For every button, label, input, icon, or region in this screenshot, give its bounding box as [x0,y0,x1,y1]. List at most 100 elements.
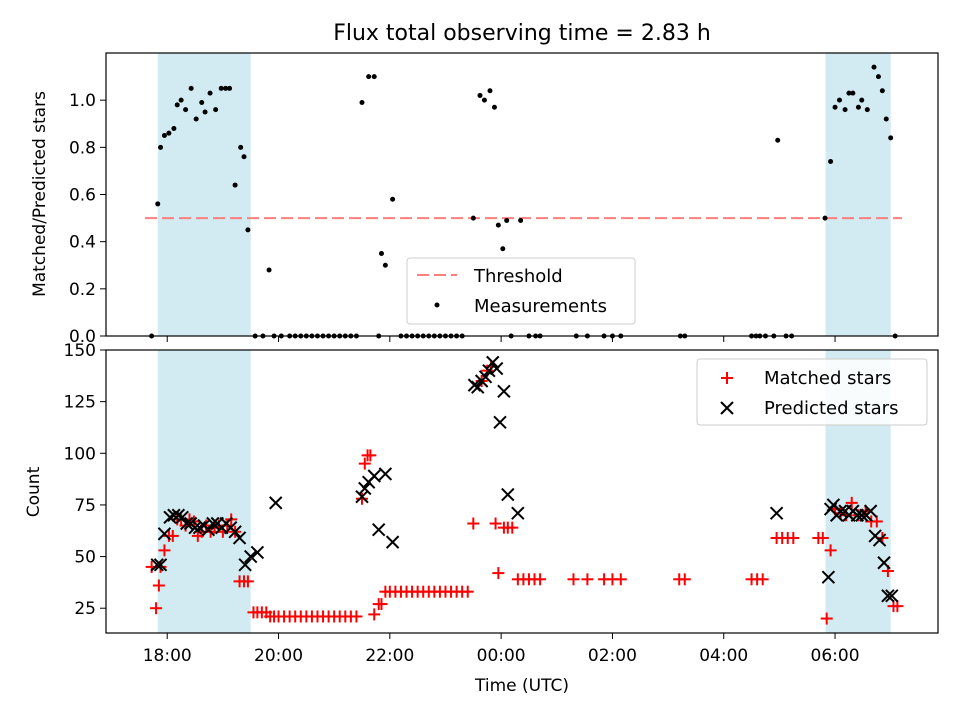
predicted-star-point [355,489,369,504]
bottom-y-tick-label: 50 [74,548,96,568]
x-tick-label: 02:00 [588,646,637,666]
measurement-point [227,85,233,91]
measurement-point [207,90,213,96]
predicted-star-point [497,384,511,399]
measurement-point [202,109,208,115]
predicted-star-point [855,508,869,522]
predicted-star-point [367,469,381,483]
x-axis-label: Time (UTC) [474,676,569,696]
predicted-star-point [232,531,247,545]
measurement-point [822,215,828,221]
measurement-point [232,182,238,188]
top-y-tick-label: 0.2 [69,280,96,300]
x-tick-label: 00:00 [477,646,526,666]
predicted-star-point [179,516,194,531]
predicted-star-point [238,558,252,572]
legend-predicted-swatch [720,401,734,415]
measurement-point [491,104,497,110]
matched-star-point [364,449,377,462]
bottom-legend-box [696,358,928,426]
measurement-point [500,246,506,252]
predicted-star-point [501,487,515,502]
x-tick-label: 20:00 [254,646,303,666]
matched-star-point [492,567,505,580]
matched-star-point [816,531,829,544]
legend-measurements-swatch [434,302,440,308]
measurement-point [174,102,180,108]
top-axes: 0.0 0.2 0.4 0.6 0.8 1.0 [69,91,836,347]
measurement-point [155,201,161,207]
measurement-point [158,144,164,150]
measurement-point [775,137,781,143]
top-y-tick-label: 0.0 [69,327,96,347]
matched-star-point [756,573,769,586]
top-shaded-region [157,53,251,336]
predicted-star-point [371,523,386,537]
measurement-point [504,217,510,223]
matched-star-point [368,608,381,621]
matched-star-point [870,515,883,528]
legend-predicted-label: Predicted stars [764,398,898,419]
matched-star-point [166,529,179,542]
count-points [145,355,904,625]
measurement-point [855,104,861,110]
matched-star-point [581,573,594,586]
predicted-star-point [478,370,493,384]
predicted-star-point [821,570,836,584]
measurement-point [842,107,848,113]
top-y-tick-label: 0.8 [69,138,96,158]
top-shaded-regions [157,53,891,336]
predicted-star-point [511,506,525,520]
measurement-point [266,267,272,273]
predicted-star-point [243,549,258,564]
bottom-y-axis-label: Count [24,466,44,517]
matched-star-point [350,610,363,623]
matched-star-point [678,573,691,586]
measurement-point [199,100,205,106]
bottom-y-tick-label: 125 [64,393,96,413]
matched-star-point [506,521,519,534]
predicted-star-point [175,510,189,525]
bottom-shaded-region [157,350,251,633]
measurement-point [828,158,834,164]
chart-title: Flux total observing time = 2.83 h [333,21,711,46]
measurement-point [171,125,177,131]
measurement-point [390,196,396,202]
matched-star-point [158,544,171,557]
measurement-point [888,135,894,141]
bottom-panel: 25 50 75 100 125 150 18:00 20:00 22:00 00:00 02:00… [24,341,939,696]
top-legend-box [406,257,636,325]
top-y-tick-label: 0.4 [69,233,96,253]
matched-star-point [461,585,474,598]
x-tick-label: 18:00 [143,646,192,666]
top-y-axis-label: Matched/Predicted stars [30,91,50,297]
measurement-point [183,107,189,113]
matched-star-point [820,612,833,625]
measurement-point [883,116,889,122]
measurement-point [859,97,865,103]
legend-threshold-label: Threshold [473,266,563,287]
measurement-point [495,222,501,228]
measurement-point [378,250,384,256]
predicted-star-point [269,496,283,510]
matched-star-point [375,598,388,611]
predicted-star-point [863,504,878,518]
bottom-y-tick-label: 75 [74,496,96,516]
predicted-star-point [877,556,891,570]
predicted-star-point [250,545,265,560]
predicted-star-point [872,533,887,547]
legend-matched-swatch [721,372,733,384]
matched-star-point [152,579,165,592]
measurement-point [245,227,251,233]
predicted-star-point [206,516,220,531]
measurement-point [371,74,377,80]
measurement-point [178,97,184,103]
measurement-point [832,104,838,110]
legend-matched-label: Matched stars [764,368,891,389]
measurement-point [359,100,365,106]
measurement-point [875,74,881,80]
matched-star-point [534,573,547,586]
measurement-point [487,88,493,94]
top-legend: Threshold Measurements [406,257,636,325]
